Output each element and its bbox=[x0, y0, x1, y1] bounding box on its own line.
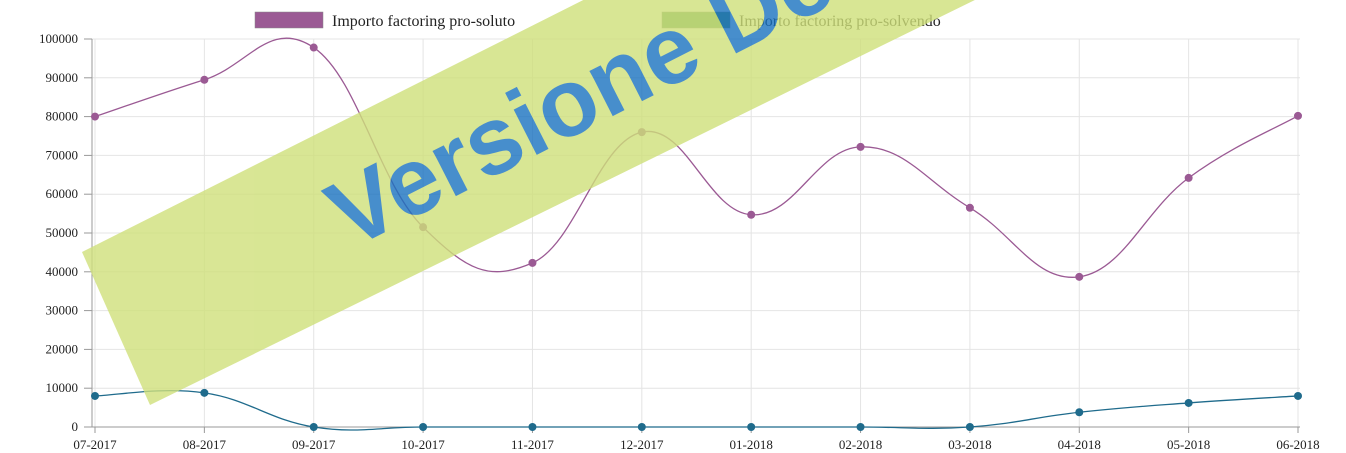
point bbox=[1294, 111, 1302, 120]
point bbox=[965, 203, 974, 212]
y-tick-label: 10000 bbox=[46, 380, 79, 395]
x-tick-label: 11-2017 bbox=[511, 437, 554, 452]
point bbox=[528, 258, 537, 267]
point bbox=[856, 423, 865, 431]
legend-label: Importo factoring pro-soluto bbox=[332, 13, 515, 30]
y-tick-label: 100000 bbox=[39, 31, 78, 46]
x-tick-label: 12-2017 bbox=[620, 437, 664, 452]
x-tick-label: 09-2017 bbox=[292, 437, 336, 452]
point bbox=[309, 43, 318, 52]
y-tick-label: 80000 bbox=[46, 109, 79, 124]
y-tick-label: 20000 bbox=[46, 341, 79, 356]
point bbox=[637, 423, 646, 431]
watermark: Versione Demo bbox=[82, 0, 978, 405]
point bbox=[309, 423, 318, 431]
point bbox=[91, 112, 99, 121]
y-tick-label: 60000 bbox=[46, 186, 79, 201]
x-tick-label: 02-2018 bbox=[839, 437, 882, 452]
point bbox=[528, 423, 537, 431]
point bbox=[1294, 391, 1302, 400]
point bbox=[1184, 398, 1193, 407]
x-tick-label: 07-2017 bbox=[73, 437, 117, 452]
point bbox=[200, 388, 209, 397]
x-tick-label: 06-2018 bbox=[1276, 437, 1319, 452]
x-tick-label: 05-2018 bbox=[1167, 437, 1210, 452]
point bbox=[419, 423, 428, 431]
y-tick-label: 30000 bbox=[46, 303, 79, 318]
y-tick-label: 70000 bbox=[46, 147, 79, 162]
point bbox=[1075, 408, 1084, 417]
y-tick-label: 90000 bbox=[46, 70, 79, 85]
y-tick-label: 0 bbox=[72, 419, 79, 434]
point bbox=[1184, 173, 1193, 182]
y-tick-label: 50000 bbox=[46, 225, 79, 240]
legend-swatch bbox=[254, 11, 324, 29]
point bbox=[1075, 272, 1084, 281]
point bbox=[856, 142, 865, 151]
x-tick-label: 10-2017 bbox=[401, 437, 445, 452]
x-tick-label: 01-2018 bbox=[730, 437, 773, 452]
point bbox=[747, 210, 756, 219]
x-tick-label: 04-2018 bbox=[1058, 437, 1101, 452]
point bbox=[747, 423, 756, 431]
series-line bbox=[94, 389, 1299, 431]
point bbox=[91, 391, 99, 400]
x-tick-label: 03-2018 bbox=[948, 437, 991, 452]
point bbox=[200, 75, 209, 84]
y-tick-label: 40000 bbox=[46, 264, 79, 279]
x-tick-label: 08-2017 bbox=[183, 437, 227, 452]
point bbox=[965, 423, 974, 431]
watermark-band bbox=[82, 0, 975, 405]
